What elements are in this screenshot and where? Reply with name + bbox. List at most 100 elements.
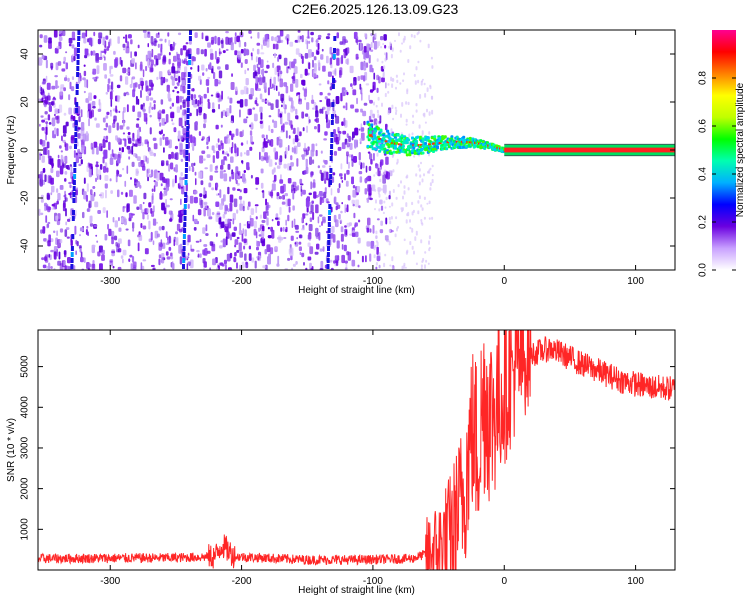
vertical-streak — [186, 108, 190, 113]
noise-blob — [56, 170, 60, 178]
noise-blob — [276, 85, 278, 91]
faint-blob — [406, 174, 409, 179]
noise-blob — [97, 108, 102, 112]
x-tick-label: -100 — [363, 276, 383, 287]
noise-blob — [114, 58, 118, 68]
noise-blob — [82, 211, 85, 219]
vertical-streak — [74, 144, 77, 149]
noise-blob — [288, 206, 291, 213]
noise-blob — [263, 82, 267, 90]
noise-blob — [125, 76, 129, 85]
noise-blob — [182, 149, 187, 158]
noise-blob — [142, 201, 145, 205]
noise-blob — [250, 135, 253, 145]
faint-blob — [413, 155, 416, 158]
noise-blob — [346, 91, 349, 96]
noise-blob — [68, 192, 72, 196]
noise-blob — [326, 55, 329, 64]
noise-blob — [240, 49, 244, 54]
noise-blob — [102, 207, 106, 214]
noise-blob — [185, 255, 189, 259]
noise-blob — [313, 63, 317, 72]
noise-blob — [220, 124, 223, 128]
noise-blob — [319, 248, 323, 252]
faint-blob — [382, 43, 385, 46]
noise-blob — [109, 65, 112, 75]
noise-blob — [121, 147, 124, 153]
noise-blob — [330, 188, 333, 196]
noise-blob — [236, 262, 238, 269]
noise-blob — [330, 233, 334, 239]
noise-blob — [273, 174, 277, 182]
faint-blob — [388, 240, 391, 246]
noise-blob — [123, 107, 126, 113]
noise-blob — [178, 228, 183, 233]
noise-blob — [71, 44, 75, 49]
noise-blob — [229, 194, 234, 203]
noise-blob — [284, 36, 288, 40]
noise-blob — [215, 143, 219, 148]
vertical-streak — [327, 240, 331, 245]
signal-blob — [378, 139, 382, 143]
noise-blob — [366, 200, 370, 203]
noise-blob — [125, 46, 130, 54]
signal-blob — [366, 144, 370, 148]
noise-blob — [219, 189, 222, 198]
noise-blob — [212, 102, 215, 110]
noise-blob — [306, 102, 310, 110]
faint-blob — [394, 39, 396, 42]
noise-blob — [98, 32, 103, 39]
noise-blob — [252, 48, 255, 52]
noise-blob — [317, 123, 321, 133]
vertical-streak — [77, 36, 81, 41]
noise-blob — [271, 36, 274, 42]
noise-blob — [342, 105, 346, 109]
noise-blob — [220, 140, 223, 146]
noise-blob — [295, 108, 298, 115]
noise-blob — [161, 202, 165, 211]
faint-blob — [376, 152, 379, 157]
faint-blob — [406, 90, 409, 95]
noise-blob — [329, 57, 333, 66]
noise-blob — [360, 61, 364, 71]
x-tick-label: -100 — [363, 576, 383, 587]
noise-blob — [76, 187, 78, 196]
noise-blob — [110, 99, 113, 107]
noise-blob — [230, 156, 234, 163]
noise-blob — [354, 108, 359, 113]
noise-blob — [178, 76, 181, 83]
faint-blob — [426, 108, 428, 113]
noise-blob — [253, 113, 258, 121]
noise-blob — [307, 256, 312, 261]
x-tick-label: -300 — [100, 276, 120, 287]
noise-blob — [153, 103, 156, 110]
noise-blob — [160, 43, 162, 53]
noise-blob — [276, 192, 280, 197]
noise-blob — [163, 187, 166, 191]
noise-blob — [147, 59, 150, 68]
faint-blob — [397, 184, 400, 188]
vertical-streak — [330, 120, 334, 125]
noise-blob — [177, 83, 180, 87]
noise-blob — [327, 33, 331, 36]
noise-blob — [355, 199, 360, 208]
noise-blob — [73, 265, 76, 270]
snr-frame — [37, 329, 676, 571]
noise-blob — [145, 85, 149, 92]
noise-blob — [157, 53, 161, 60]
noise-blob — [244, 50, 249, 55]
noise-blob — [99, 263, 103, 270]
noise-blob — [114, 235, 118, 241]
faint-blob — [424, 251, 427, 254]
noise-blob — [296, 237, 298, 240]
noise-blob — [135, 96, 138, 105]
noise-blob — [265, 100, 270, 103]
noise-blob — [199, 253, 202, 258]
noise-blob — [303, 88, 307, 97]
noise-blob — [88, 168, 92, 178]
noise-blob — [206, 154, 211, 158]
faint-blob — [395, 196, 398, 200]
faint-blob — [395, 111, 397, 115]
faint-blob — [413, 250, 415, 255]
noise-blob — [145, 65, 148, 72]
